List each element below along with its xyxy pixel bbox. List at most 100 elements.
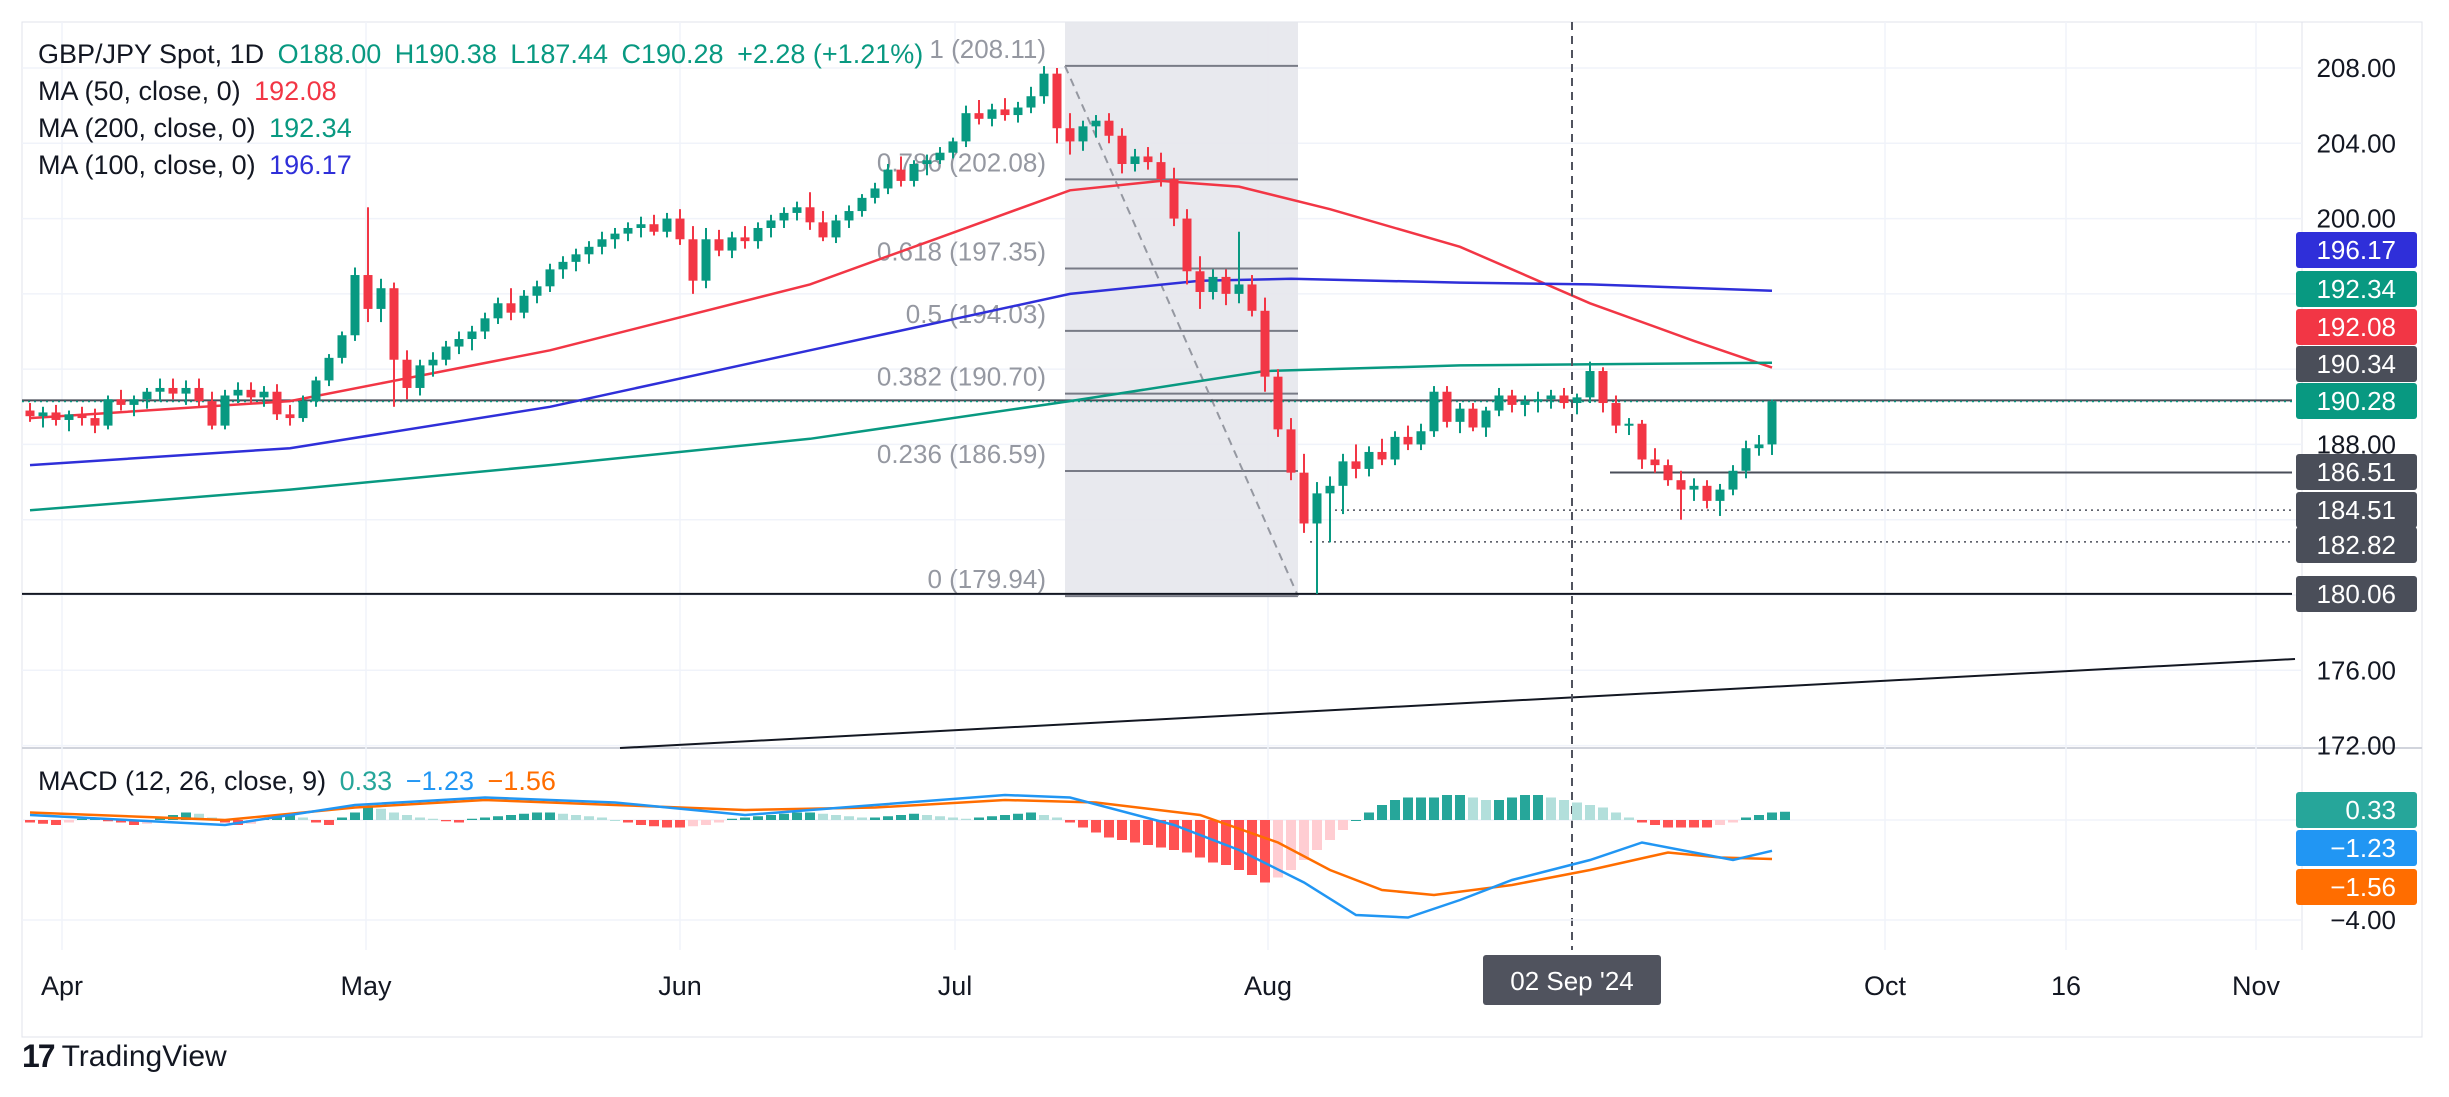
candle-body [285, 414, 295, 419]
candle-body [961, 113, 971, 142]
macd-hist-bar [792, 812, 802, 820]
macd-hist-bar [1715, 820, 1725, 825]
macd-hist-value: 0.33 [339, 766, 393, 796]
macd-signal-line [29, 798, 1773, 897]
macd-hist-bar [1624, 817, 1634, 820]
candle [402, 350, 412, 400]
price-legend: GBP/JPY Spot, 1D O188.00 H190.38 L187.44… [38, 36, 929, 184]
candle-body [207, 401, 217, 426]
legend-row-ma200[interactable]: MA (200, close, 0) 192.34 [38, 110, 929, 147]
candle-body [987, 109, 997, 119]
candle-body [1663, 465, 1673, 481]
macd-price-label-1: −1.23 [2296, 830, 2417, 866]
macd-hist-bar [1143, 820, 1153, 845]
macd-hist-bar [389, 812, 399, 820]
x-tick-label-7: Nov [2232, 971, 2281, 1001]
candle [428, 352, 438, 377]
candle-body [1689, 485, 1699, 490]
x-tick-label-1: May [340, 971, 392, 1001]
macd-hist-bar [1559, 800, 1569, 820]
candle-body [779, 212, 789, 221]
candle-body [1676, 480, 1686, 490]
macd-hist-bar [584, 816, 594, 820]
macd-hist-bar [480, 817, 490, 820]
macd-hist-bar [857, 817, 867, 820]
candle-body [1728, 470, 1738, 490]
tradingview-brand[interactable]: 17 TradingView [22, 1038, 227, 1075]
legend-row-ma100[interactable]: MA (100, close, 0) 196.17 [38, 147, 929, 184]
macd-hist-bar [506, 815, 516, 820]
y-tick-label-8: 176.00 [2316, 655, 2396, 685]
candle-body [1169, 179, 1179, 219]
macd-pane: −4.00 0.33 −1.23 −1.56 [22, 792, 2417, 935]
candle [1364, 446, 1374, 477]
macd-hist-bar [1247, 820, 1257, 875]
candle [1338, 453, 1348, 515]
candle-body [922, 160, 932, 164]
candle-body [1377, 451, 1387, 460]
y-tick-label-9: 172.00 [2316, 731, 2396, 761]
macd-legend[interactable]: MACD (12, 26, close, 9) 0.33 −1.23 −1.56 [38, 766, 562, 797]
candle [1611, 395, 1621, 434]
candle-body [1520, 401, 1530, 405]
candle-body [1182, 218, 1192, 272]
candle [519, 290, 529, 319]
candle-body [558, 261, 568, 270]
candle [1715, 483, 1725, 516]
legend-high: H190.38 [394, 39, 497, 69]
candle [1013, 101, 1023, 123]
macd-hist-bar [1026, 812, 1036, 820]
macd-hist-bar [1351, 820, 1361, 821]
macd-hist-bar [363, 807, 373, 820]
price-label-5: 186.51 [2296, 454, 2417, 490]
candle [1572, 393, 1582, 415]
candle-body [1715, 489, 1725, 501]
candle [285, 404, 295, 426]
candle-body [1195, 271, 1205, 292]
fib-trend-dashed [1064, 65, 1299, 597]
legend-low: L187.44 [510, 39, 608, 69]
macd-hist-bar [1650, 820, 1660, 825]
candle-body [701, 239, 711, 281]
macd-hist-bar [558, 813, 568, 820]
candle-body [1533, 399, 1543, 402]
candle [1624, 418, 1634, 436]
crosshair-date-box [1483, 955, 1661, 1005]
candle-body [90, 418, 100, 426]
macd-signal-value: −1.56 [487, 766, 556, 796]
price-label-4: 190.28 [2296, 383, 2417, 419]
candle [1390, 431, 1400, 466]
candle-body [831, 220, 841, 238]
candle [246, 382, 256, 404]
candle [64, 410, 74, 432]
macd-hist-bar [1104, 820, 1114, 838]
candle-body [1481, 410, 1491, 428]
candle [779, 207, 789, 228]
price-label-1: 192.34 [2296, 271, 2417, 307]
macd-hist-bar [688, 820, 698, 827]
macd-hist-bar [376, 808, 386, 820]
candle [1494, 387, 1504, 417]
candle [337, 331, 347, 364]
candle-body [1026, 96, 1036, 108]
macd-hist-bar [129, 820, 139, 825]
candle [688, 226, 698, 294]
x-tick-label-6: 16 [2051, 971, 2081, 1001]
macd-hist-bar [662, 820, 672, 828]
candle [25, 403, 35, 422]
macd-hist-bar [883, 816, 893, 820]
macd-hist-bar [181, 812, 191, 820]
macd-hist-bar [675, 820, 685, 828]
candle [1299, 453, 1309, 533]
legend-row-ma50[interactable]: MA (50, close, 0) 192.08 [38, 73, 929, 110]
candle-body [1403, 436, 1413, 445]
legend-symbol[interactable]: GBP/JPY Spot, 1D [38, 39, 265, 69]
candle-body [467, 331, 477, 340]
macd-hist-bar [1455, 795, 1465, 820]
price-label-text: 190.28 [2316, 386, 2396, 416]
fib-label-4: 0.382 (190.70) [877, 362, 1046, 392]
candle [207, 391, 217, 430]
macd-hist-bar [285, 815, 295, 820]
macd-hist-bar [1663, 820, 1673, 828]
